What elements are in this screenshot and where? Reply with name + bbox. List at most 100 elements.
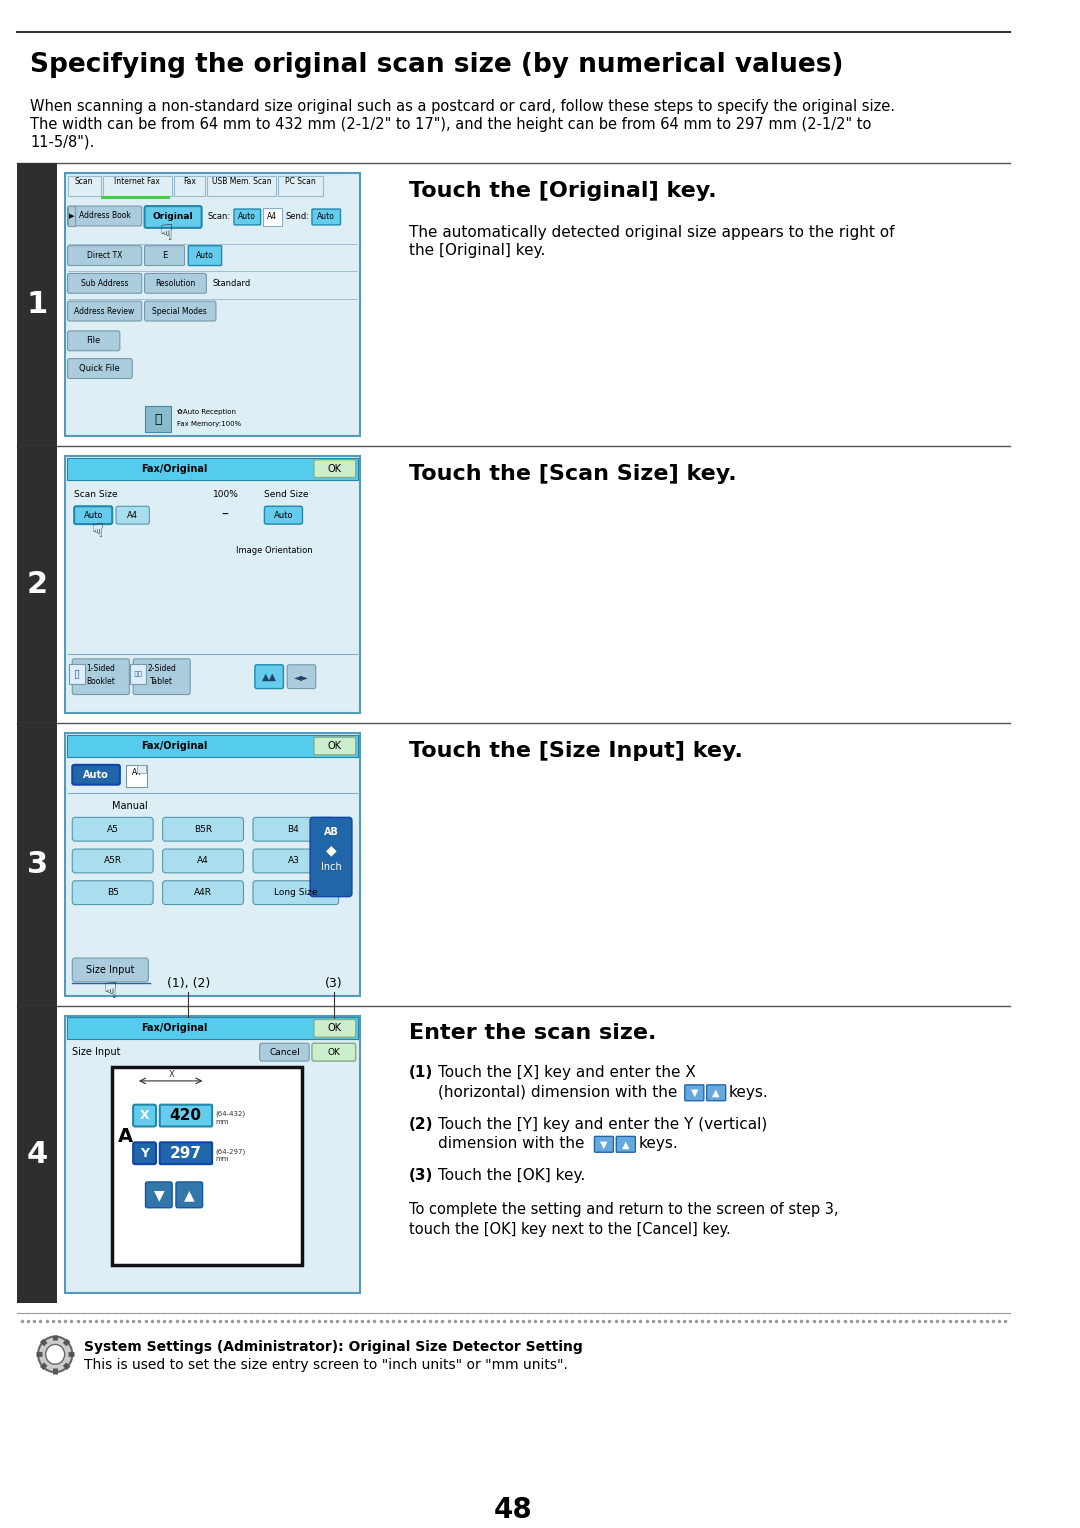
Bar xyxy=(17,163,57,446)
Text: Sub Address: Sub Address xyxy=(81,278,129,287)
Bar xyxy=(17,723,57,1005)
Text: Scan: Scan xyxy=(75,177,94,186)
FancyBboxPatch shape xyxy=(72,766,120,785)
Bar xyxy=(67,1018,357,1039)
Text: Fax/Original: Fax/Original xyxy=(140,741,207,752)
Text: Direct TX: Direct TX xyxy=(86,251,122,260)
FancyBboxPatch shape xyxy=(145,274,206,293)
FancyBboxPatch shape xyxy=(163,817,243,840)
Text: 297: 297 xyxy=(170,1146,202,1161)
Text: A3: A3 xyxy=(287,857,299,865)
Text: Specifying the original scan size (by numerical values): Specifying the original scan size (by nu… xyxy=(30,52,843,78)
Text: 4: 4 xyxy=(27,1140,48,1169)
Text: ◄►: ◄► xyxy=(294,672,309,681)
Text: File: File xyxy=(86,336,100,345)
FancyBboxPatch shape xyxy=(133,659,190,695)
FancyBboxPatch shape xyxy=(72,850,153,872)
Text: Resolution: Resolution xyxy=(154,278,195,287)
Text: Long Size: Long Size xyxy=(274,888,318,897)
Bar xyxy=(65,173,360,435)
Text: (3): (3) xyxy=(325,978,342,990)
Text: (64-297): (64-297) xyxy=(215,1148,245,1155)
Bar xyxy=(278,176,323,196)
Text: Fax/Original: Fax/Original xyxy=(140,463,207,474)
Bar xyxy=(17,1005,57,1303)
Bar xyxy=(65,1016,360,1293)
Text: B4: B4 xyxy=(287,825,299,834)
Text: ▲: ▲ xyxy=(713,1088,720,1097)
FancyBboxPatch shape xyxy=(253,850,334,872)
FancyBboxPatch shape xyxy=(145,301,216,321)
Text: Booklet: Booklet xyxy=(86,677,116,686)
Bar xyxy=(100,196,171,199)
Bar xyxy=(262,208,282,226)
Text: PC Scan: PC Scan xyxy=(285,177,316,186)
Text: ▲: ▲ xyxy=(622,1140,630,1149)
Bar xyxy=(67,458,357,480)
Text: 1: 1 xyxy=(27,290,48,319)
Bar xyxy=(103,176,172,196)
Text: A5: A5 xyxy=(107,825,119,834)
Text: ▯: ▯ xyxy=(73,669,80,678)
Text: ☟: ☟ xyxy=(92,523,104,541)
Text: AB: AB xyxy=(324,827,338,837)
Text: 📠: 📠 xyxy=(154,413,162,426)
Text: ▼: ▼ xyxy=(153,1187,164,1203)
Text: Auto: Auto xyxy=(239,212,256,222)
Bar xyxy=(68,206,76,226)
Text: X: X xyxy=(139,1109,149,1122)
Bar xyxy=(137,766,147,773)
Text: (horizontal) dimension with the: (horizontal) dimension with the xyxy=(437,1085,677,1100)
Text: (2): (2) xyxy=(409,1117,433,1132)
Text: ▼: ▼ xyxy=(690,1088,698,1097)
Text: ☟: ☟ xyxy=(160,225,173,244)
Text: A4: A4 xyxy=(126,510,138,520)
Text: 11-5/8").: 11-5/8"). xyxy=(30,134,95,150)
Text: Tablet: Tablet xyxy=(150,677,173,686)
FancyBboxPatch shape xyxy=(594,1137,613,1152)
Bar xyxy=(145,406,172,432)
Text: Manual: Manual xyxy=(112,801,148,810)
Text: Size Input: Size Input xyxy=(86,966,135,975)
Text: 3: 3 xyxy=(27,850,48,879)
Bar xyxy=(131,663,146,683)
FancyBboxPatch shape xyxy=(253,880,339,905)
Text: 2-Sided: 2-Sided xyxy=(147,663,176,672)
Text: 2: 2 xyxy=(27,570,48,599)
Text: (3): (3) xyxy=(409,1167,433,1183)
FancyBboxPatch shape xyxy=(163,850,243,872)
Text: OK: OK xyxy=(328,1024,341,1033)
FancyBboxPatch shape xyxy=(312,209,340,225)
FancyBboxPatch shape xyxy=(68,274,141,293)
Text: Touch the [Scan Size] key.: Touch the [Scan Size] key. xyxy=(409,463,737,484)
Text: Enter the scan size.: Enter the scan size. xyxy=(409,1024,657,1044)
Text: This is used to set the size entry screen to "inch units" or "mm units".: This is used to set the size entry scree… xyxy=(83,1358,568,1372)
Text: 48: 48 xyxy=(495,1496,532,1523)
FancyBboxPatch shape xyxy=(314,460,355,478)
Text: 100%: 100% xyxy=(214,490,240,500)
Text: The automatically detected original size appears to the right of: The automatically detected original size… xyxy=(409,225,894,240)
Bar xyxy=(67,735,357,756)
Text: ▯▯: ▯▯ xyxy=(133,669,143,678)
Text: OK: OK xyxy=(327,1048,340,1057)
Text: dimension with the: dimension with the xyxy=(437,1137,584,1152)
FancyBboxPatch shape xyxy=(72,659,130,695)
Text: When scanning a non-standard size original such as a postcard or card, follow th: When scanning a non-standard size origin… xyxy=(30,99,895,115)
FancyBboxPatch shape xyxy=(160,1105,212,1126)
Text: Address Book: Address Book xyxy=(79,211,131,220)
Text: Fax/Original: Fax/Original xyxy=(140,1024,207,1033)
FancyBboxPatch shape xyxy=(145,206,202,228)
FancyBboxPatch shape xyxy=(188,246,221,266)
Text: X: X xyxy=(168,1071,174,1079)
Bar xyxy=(65,455,360,714)
Text: keys.: keys. xyxy=(729,1085,768,1100)
Text: Touch the [Original] key.: Touch the [Original] key. xyxy=(409,182,717,202)
Text: keys.: keys. xyxy=(638,1137,678,1152)
FancyBboxPatch shape xyxy=(314,1019,355,1038)
FancyBboxPatch shape xyxy=(176,1183,203,1207)
Text: Auto: Auto xyxy=(318,212,335,222)
FancyBboxPatch shape xyxy=(72,958,148,983)
FancyBboxPatch shape xyxy=(685,1085,704,1100)
Text: Fax Memory:100%: Fax Memory:100% xyxy=(177,422,241,426)
Text: Auto: Auto xyxy=(273,510,293,520)
